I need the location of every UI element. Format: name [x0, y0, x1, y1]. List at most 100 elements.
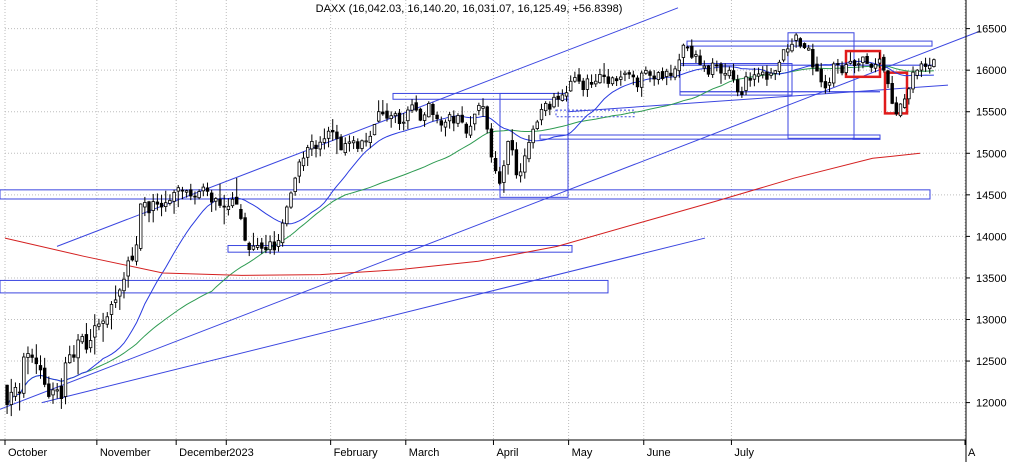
- candle-up: [285, 206, 289, 225]
- candle-up: [777, 61, 782, 72]
- candle-up: [911, 71, 915, 90]
- candle-down: [264, 246, 268, 251]
- candle-up: [118, 289, 122, 297]
- candle-down: [17, 391, 22, 394]
- candle-up: [456, 115, 460, 124]
- candle-down: [452, 116, 456, 124]
- candle-up: [80, 336, 84, 343]
- x-tick-label: March: [409, 447, 440, 459]
- candle-up: [168, 199, 172, 204]
- candle-down: [335, 131, 339, 140]
- candle-up: [105, 316, 109, 325]
- candle-up: [93, 325, 97, 338]
- candle-up: [919, 63, 924, 71]
- candle-up: [301, 157, 306, 167]
- candle-up: [176, 187, 180, 192]
- candle-up: [535, 121, 539, 129]
- candle-up: [410, 104, 414, 111]
- candle-up: [310, 140, 314, 150]
- candle-down: [669, 72, 673, 77]
- candle-up: [681, 44, 686, 58]
- support-resistance-box: [392, 92, 569, 100]
- candle-down: [435, 114, 439, 120]
- candle-up: [573, 77, 577, 82]
- support-resistance-box: [787, 32, 855, 139]
- candle-up: [844, 64, 848, 74]
- candle-up: [710, 62, 715, 75]
- candle-down: [890, 83, 894, 104]
- candle-up: [827, 82, 832, 86]
- candle-down: [34, 357, 38, 365]
- candle-up: [322, 138, 327, 143]
- y-tick-label: 15000: [976, 148, 1007, 160]
- candle-up: [393, 113, 398, 117]
- candle-down: [631, 74, 635, 78]
- support-resistance-box: [679, 63, 793, 96]
- candle-up: [781, 49, 786, 61]
- y-tick-label: 12000: [976, 398, 1007, 410]
- candle-down: [260, 242, 264, 249]
- candle-down: [222, 205, 226, 208]
- candle-down: [239, 208, 243, 219]
- candle-up: [727, 69, 731, 77]
- candle-down: [923, 63, 928, 67]
- candle-up: [552, 96, 556, 108]
- candle-down: [439, 120, 443, 126]
- candle-down: [798, 38, 802, 47]
- candle-up: [644, 70, 648, 74]
- candle-up: [702, 65, 706, 69]
- candle-up: [163, 202, 168, 207]
- candle-down: [514, 149, 519, 176]
- candle-down: [736, 79, 740, 93]
- candle-up: [915, 69, 919, 76]
- candle-up: [756, 73, 761, 77]
- trend-line: [41, 237, 706, 404]
- candle-down: [418, 108, 423, 121]
- candle-down: [627, 72, 631, 75]
- candle-down: [43, 367, 47, 385]
- candle-down: [690, 45, 694, 58]
- drawings-layer: [0, 7, 981, 410]
- y-tick-label: 15500: [976, 107, 1007, 119]
- candle-up: [151, 201, 155, 211]
- candles: [5, 33, 936, 417]
- candle-down: [130, 255, 134, 261]
- candle-down: [706, 65, 711, 75]
- candle-up: [97, 323, 101, 327]
- candle-down: [205, 187, 210, 192]
- candle-down: [330, 129, 335, 133]
- candle-down: [886, 70, 890, 85]
- candle-up: [372, 124, 377, 136]
- candle-up: [769, 72, 773, 76]
- candle-up: [122, 278, 126, 292]
- candle-up: [794, 34, 798, 41]
- candle-up: [564, 92, 569, 97]
- candle-up: [55, 389, 59, 392]
- candle-down: [180, 189, 185, 192]
- candle-down: [731, 70, 736, 80]
- candle-down: [765, 71, 769, 80]
- candle-down: [493, 157, 498, 172]
- candle-up: [109, 303, 114, 315]
- candle-up: [134, 244, 139, 262]
- candle-up: [101, 320, 105, 324]
- candle-down: [464, 123, 468, 134]
- y-tick-label: 14000: [976, 231, 1007, 243]
- candle-up: [786, 48, 790, 53]
- candle-down: [635, 77, 640, 88]
- candle-up: [126, 260, 130, 277]
- candle-up: [280, 222, 285, 244]
- support-resistance-box: [499, 92, 569, 198]
- candle-up: [527, 141, 531, 160]
- candle-down: [660, 71, 665, 79]
- candle-up: [343, 143, 347, 154]
- x-tick-label: February: [334, 447, 379, 459]
- candle-up: [172, 191, 176, 202]
- candle-up: [877, 58, 882, 64]
- candle-down: [719, 63, 723, 74]
- candle-up: [318, 141, 322, 150]
- candle-down: [385, 110, 389, 119]
- candle-down: [147, 201, 151, 214]
- candle-up: [297, 161, 301, 177]
